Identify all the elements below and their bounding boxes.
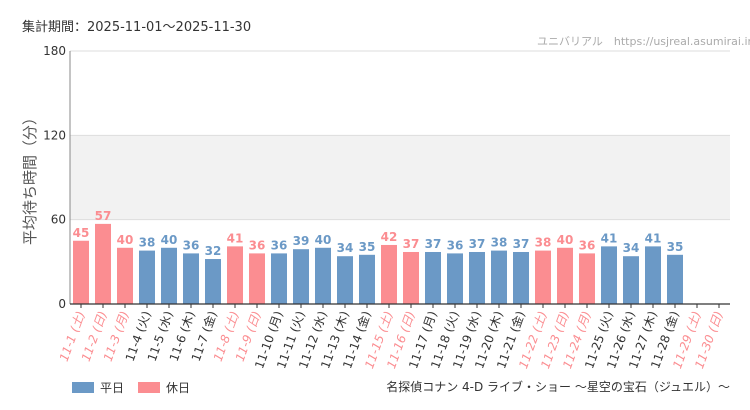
bar-value-label: 41 [227,231,244,245]
period-label: 集計期間：2025-11-01～2025-11-30 [22,20,252,35]
site-credit: ユニバリアル https://usjreal.asumirai.info [537,35,750,48]
bar [513,251,529,304]
bar [73,240,89,304]
bar [601,246,617,304]
bar-value-label: 57 [95,209,112,223]
highlight-band [70,135,730,220]
bar [359,254,375,304]
bar [535,250,551,304]
bar-value-label: 35 [667,240,684,254]
bar-value-label: 36 [447,238,464,252]
bar [337,256,353,304]
bar-value-label: 37 [425,237,442,251]
legend-weekday-label: 平日 [100,381,125,395]
attraction-name: 名探偵コナン 4-D ライブ・ショー ～星空の宝石（ジュエル）～ [386,380,730,394]
bar-value-label: 41 [601,231,618,245]
y-tick-label: 180 [43,44,66,58]
bar-value-label: 32 [205,244,222,258]
legend: 平日 休日 [72,379,204,396]
bar [271,253,287,304]
bar-value-label: 37 [469,237,486,251]
bar-value-label: 37 [403,237,420,251]
bar-value-label: 45 [73,226,90,240]
bar [557,247,573,304]
legend-holiday-label: 休日 [166,381,191,395]
y-axis-title: 平均待ち時間（分） [21,110,39,245]
legend-holiday: 休日 [138,379,190,396]
bar-value-label: 38 [535,236,552,250]
bar-value-label: 41 [645,231,662,245]
bar [293,249,309,304]
bar-value-label: 37 [513,237,530,251]
bar [491,250,507,304]
legend-weekday: 平日 [72,379,124,396]
bar [447,253,463,304]
bar-value-label: 40 [315,233,332,247]
bar [117,247,133,304]
bar-value-label: 34 [623,241,640,255]
bar-value-label: 36 [579,238,596,252]
bar [315,247,331,304]
y-tick-label: 60 [51,213,66,227]
bar-value-label: 36 [183,238,200,252]
y-tick-label: 120 [43,128,66,142]
bar-value-label: 42 [381,230,398,244]
bar-value-label: 34 [337,241,354,255]
legend-holiday-swatch [138,382,161,393]
bar [227,246,243,304]
bar [403,251,419,304]
bar [623,256,639,304]
bar [183,253,199,304]
y-tick-label: 0 [58,297,66,311]
bar-value-label: 38 [491,236,508,250]
bar-value-label: 40 [557,233,574,247]
bar [205,259,221,304]
bar-value-label: 35 [359,240,376,254]
bar [645,246,661,304]
bar [579,253,595,304]
bar-value-label: 40 [161,233,178,247]
bar [381,244,397,304]
bar [95,223,111,304]
bar-value-label: 38 [139,236,156,250]
bar-value-label: 40 [117,233,134,247]
bar [425,251,441,304]
bar-value-label: 39 [293,234,310,248]
bar [139,250,155,304]
bar [469,251,485,304]
bar [249,253,265,304]
bar-value-label: 36 [249,238,266,252]
bar [161,247,177,304]
bar-value-label: 36 [271,238,288,252]
bar [667,254,683,304]
legend-weekday-swatch [72,382,94,393]
